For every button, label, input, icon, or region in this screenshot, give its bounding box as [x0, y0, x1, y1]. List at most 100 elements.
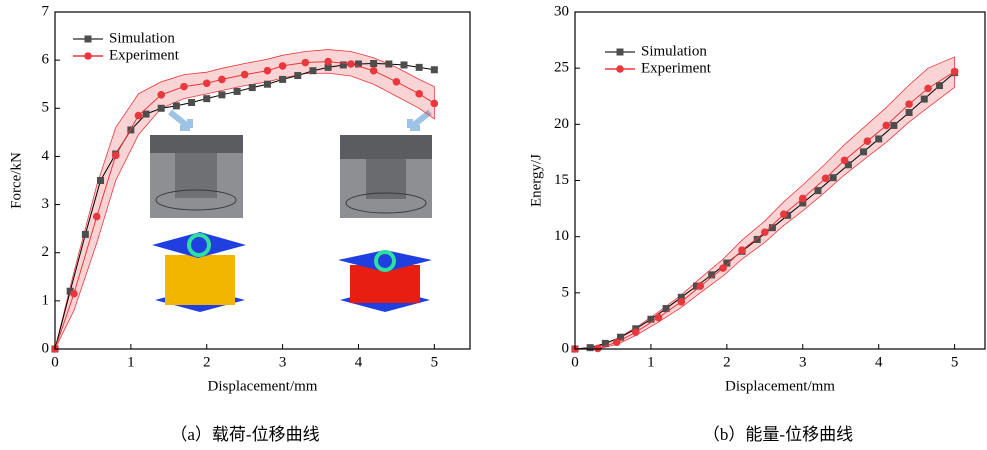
- marker: [416, 64, 423, 71]
- marker: [431, 66, 438, 73]
- marker: [309, 67, 316, 74]
- marker: [924, 85, 932, 93]
- marker: [761, 228, 769, 236]
- legend-marker: [617, 49, 624, 56]
- marker: [158, 105, 165, 112]
- x-tick-label: 2: [203, 354, 211, 370]
- x-tick-label: 5: [431, 354, 439, 370]
- marker: [249, 84, 256, 91]
- marker: [188, 99, 195, 106]
- marker: [82, 231, 89, 238]
- marker: [393, 78, 401, 86]
- photo-sample: [175, 153, 217, 198]
- photo-press: [150, 135, 243, 153]
- y-axis-label: Energy/J: [528, 154, 544, 207]
- marker: [841, 156, 849, 164]
- marker: [613, 338, 621, 346]
- marker: [370, 67, 378, 75]
- marker: [951, 68, 959, 76]
- insets: [150, 112, 432, 312]
- marker: [180, 83, 188, 91]
- y-tick-label: 10: [554, 228, 569, 244]
- x-tick-label: 1: [647, 354, 655, 370]
- marker: [203, 79, 211, 87]
- marker: [882, 122, 890, 130]
- figure: 0 1 2 3 4 5 0 1 2 3 4 5 6 7 Displacement/mm Force/kN （a）…: [0, 0, 987, 450]
- marker: [400, 61, 407, 68]
- x-tick-label: 0: [571, 354, 579, 370]
- marker: [135, 112, 143, 120]
- marker: [890, 122, 897, 129]
- caption: （b）能量-位移曲线: [703, 425, 853, 444]
- x-tick-label: 4: [875, 354, 883, 370]
- marker: [719, 264, 727, 272]
- marker: [264, 81, 271, 88]
- marker: [921, 96, 928, 103]
- marker: [738, 246, 746, 254]
- marker: [431, 100, 439, 108]
- marker: [415, 90, 423, 98]
- y-tick-label: 30: [554, 3, 569, 19]
- y-tick-label: 15: [554, 172, 569, 188]
- arrow: [410, 112, 430, 128]
- marker: [677, 298, 685, 306]
- marker: [655, 314, 663, 322]
- x-tick-label: 5: [951, 354, 959, 370]
- marker: [875, 135, 882, 142]
- marker: [218, 76, 226, 84]
- y-tick-label: 5: [562, 284, 570, 300]
- y-axis-label: Force/kN: [8, 152, 24, 209]
- y-tick-label: 0: [562, 340, 570, 356]
- legend-label: Simulation: [109, 30, 175, 46]
- x-tick-label: 2: [723, 354, 731, 370]
- fem-body: [165, 255, 235, 305]
- marker: [864, 137, 872, 145]
- legend-label: Experiment: [109, 47, 180, 63]
- confidence-band: [575, 57, 955, 349]
- y-tick-label: 6: [42, 52, 50, 68]
- y-tick-label: 7: [42, 3, 50, 19]
- marker: [302, 59, 310, 67]
- marker: [814, 187, 821, 194]
- marker: [647, 316, 654, 323]
- marker: [203, 95, 210, 102]
- legend-marker: [84, 52, 92, 60]
- x-axis-label: Displacement/mm: [208, 378, 318, 394]
- marker: [780, 210, 788, 218]
- marker: [241, 71, 249, 79]
- marker: [157, 91, 165, 99]
- y-tick-label: 1: [42, 292, 50, 308]
- marker: [696, 282, 704, 290]
- arrow: [170, 112, 190, 128]
- x-tick-label: 4: [355, 354, 363, 370]
- marker: [173, 102, 180, 109]
- caption: （a）载荷-位移曲线: [170, 425, 319, 444]
- y-tick-label: 2: [42, 244, 50, 260]
- marker: [860, 148, 867, 155]
- marker: [70, 290, 78, 298]
- marker: [799, 195, 807, 203]
- photo-press: [340, 135, 432, 159]
- marker: [218, 91, 225, 98]
- marker: [830, 174, 837, 181]
- legend-label: Simulation: [641, 43, 707, 59]
- marker: [264, 67, 272, 75]
- marker: [906, 109, 913, 116]
- x-tick-label: 3: [799, 354, 807, 370]
- marker: [324, 58, 332, 66]
- marker: [385, 60, 392, 67]
- marker: [632, 328, 640, 336]
- x-axis-label: Displacement/mm: [725, 378, 835, 394]
- y-tick-label: 3: [42, 196, 50, 212]
- x-tick-label: 1: [127, 354, 135, 370]
- marker: [93, 213, 101, 221]
- marker: [143, 111, 150, 118]
- legend-marker: [616, 65, 624, 73]
- marker: [279, 76, 286, 83]
- marker: [347, 60, 355, 68]
- x-tick-label: 0: [51, 354, 59, 370]
- y-tick-label: 5: [42, 100, 50, 116]
- plot-frame: [575, 12, 985, 349]
- y-tick-label: 0: [42, 340, 50, 356]
- marker: [112, 152, 120, 160]
